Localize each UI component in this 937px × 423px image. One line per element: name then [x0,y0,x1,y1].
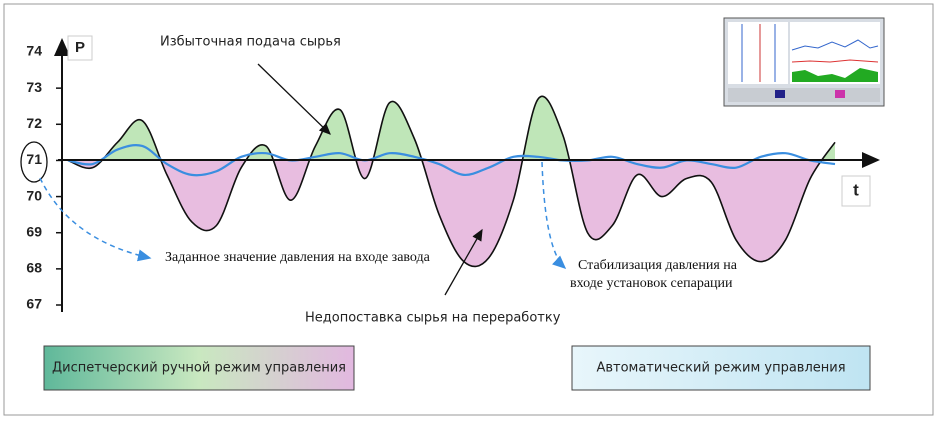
annotation: входе установок сепарации [570,276,733,291]
y-tick-label: 69 [26,223,42,239]
annotation: Стабилизация давления на [578,258,738,273]
line [67,143,836,177]
y-tick-label: 74 [26,43,42,59]
inset-screenshot [723,17,885,107]
y-tick-label: 72 [26,115,42,131]
y-tick-label: 70 [26,187,42,203]
arrow [444,228,483,296]
annotation: Недопоставка сырья на переработку [305,311,561,326]
annotation: Заданное значение давления на входе заво… [165,250,431,265]
plot [67,95,836,268]
line [67,95,836,268]
x-label-box [841,175,871,207]
mode-label: Автоматический режим управления [596,361,845,376]
arrow [257,63,331,135]
mode-label: Диспетчерский ручной режим управления [52,361,346,376]
arrow [39,177,152,262]
y-tick-label: 68 [26,260,42,276]
y-tick-label: 71 [26,151,42,167]
area-below [68,160,835,267]
setpoint-oval [20,141,48,183]
annotation: Избыточная подача сырья [160,35,341,50]
y-label-box [67,35,93,61]
y-tick-label: 67 [26,296,42,312]
y-tick-label: 73 [26,79,42,95]
y-axis-label: P [75,39,85,56]
x-axis-label: t [853,180,859,199]
mode-box [571,345,871,391]
mode-box [43,345,355,391]
